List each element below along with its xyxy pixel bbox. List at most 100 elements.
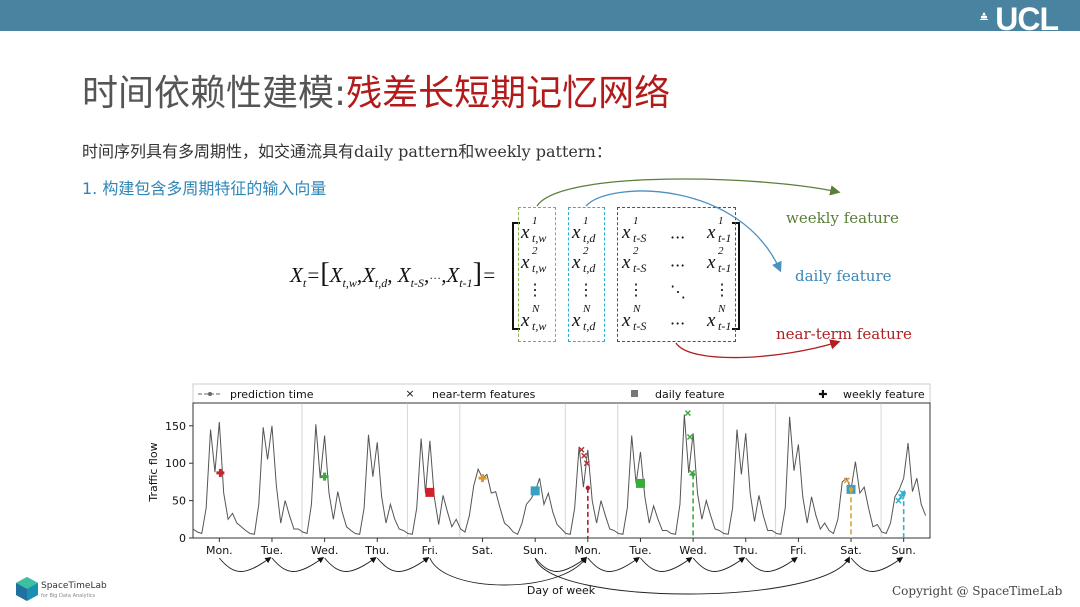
cell-superscript: 1 [583,215,589,227]
title-topic: 时间依赖性建模: [82,73,347,114]
matrix-cell-daily: x 2 t,d [572,245,595,275]
day-transition-arrow [534,556,850,595]
matrix-cell-near-last: x 1 t-1 [707,215,731,245]
day-transition-arrow [745,556,798,572]
matrix-cell-weekly: x 2 t,w [521,245,546,275]
eq-lhs-sub: t [302,276,307,291]
daily-feature-label: daily feature [795,267,892,285]
page-title: 时间依赖性建模:残差长短期记忆网络 [82,70,670,118]
weekly-feature-box [518,207,556,342]
near-term-feature-marker [578,446,585,453]
cell-superscript: N [718,303,726,315]
eq-term: X [446,263,460,287]
eq-term-sub: t,d [374,276,388,291]
x-axis-label: Day of week [527,584,596,597]
daily-feature-marker [530,486,540,496]
cell-subscript: t,d [583,319,596,333]
cell-subscript: t,d [583,261,596,275]
x-tick-label: Mon. [206,544,233,557]
x-tick-label: Wed. [679,544,706,557]
eq-term-sub: t-1 [459,276,473,291]
eq-lhs-symbol: X [290,263,303,287]
cell-subscript: t,w [532,261,547,275]
ucl-logo: UCL [980,3,1059,35]
y-tick-label: 100 [165,457,186,470]
horizontal-ellipsis: ··· [670,228,686,247]
day-transition-arrow [218,556,272,572]
cell-base: x [521,310,530,331]
cell-base: x [622,222,631,243]
cell-superscript: 1 [532,215,538,227]
cell-subscript: t,d [583,231,596,245]
cell-superscript: 2 [718,245,724,257]
cell-superscript: 2 [532,245,538,257]
near-term-feature-marker [843,477,850,484]
cell-subscript: t-1 [718,319,732,333]
legend-weekly-marker: ✚ [818,388,827,401]
legend-entry: prediction time [230,388,314,401]
cell-subscript: t,w [532,231,547,245]
near-term-feature-marker [686,434,693,441]
cell-subscript: t-1 [718,231,732,245]
ucl-dome-icon [980,12,989,20]
x-tick-label: Thu. [364,544,389,557]
daily-feature-marker [635,478,645,488]
day-transition-arrow [534,556,588,572]
traffic-flow-line [192,414,927,535]
title-method: 残差长短期记忆网络 [346,73,671,114]
header-bar [0,0,1080,31]
lab-subtitle: for Big Data Analytics [41,593,96,599]
y-tick-label: 50 [172,495,186,508]
matrix-right-bracket [732,222,740,330]
y-tick-label: 0 [179,532,186,545]
weekly-feature-label: weekly feature [786,209,899,227]
x-tick-label: Sun. [523,544,547,557]
cell-base: x [707,222,716,243]
cell-base: x [707,310,716,331]
cell-subscript: t-1 [718,261,732,275]
eq-term: X [329,263,343,287]
cell-base: x [572,310,581,331]
matrix-cell-weekly: x 1 t,w [521,215,546,245]
eq-term: X [362,263,375,287]
cell-base: x [707,252,716,273]
near-term-feature-marker [581,452,588,459]
cell-base: x [521,252,530,273]
near-term-feature-label: near-term feature [776,325,912,343]
x-tick-label: Tue. [628,544,651,557]
cell-base: x [572,222,581,243]
daily-arrow [585,190,782,273]
eq-ellipsis: ··· [429,271,442,285]
cell-superscript: 1 [633,215,639,227]
cell-superscript: 1 [718,215,724,227]
day-transition-arrow [692,556,746,572]
horizontal-ellipsis: ··· [670,314,686,333]
x-tick-label: Fri. [790,544,807,557]
matrix-cell-near-last: x 2 t-1 [707,245,731,275]
intro-text: 时间序列具有多周期性，如交通流具有daily pattern和weekly pa… [82,142,612,161]
x-tick-label: Thu. [733,544,758,557]
near-term-feature-marker [895,497,902,504]
day-transition-arrow [429,556,587,586]
y-axis-label: Traffic flow [147,442,160,502]
x-tick-label: Sat. [472,544,494,557]
cell-subscript: t-S [633,231,647,245]
cell-subscript: t,w [532,319,547,333]
vertical-ellipsis: ⋮ [628,280,644,299]
cell-superscript: N [532,303,540,315]
legend-entry: weekly feature [843,388,925,401]
day-transition-arrow [324,556,377,572]
daily-feature-marker [425,487,435,497]
x-tick-label: Fri. [422,544,439,557]
eq-term: X [397,263,411,287]
x-tick-label: Sat. [840,544,862,557]
near-term-feature-marker [898,493,905,500]
horizontal-ellipsis: ··· [670,256,686,275]
day-transition-arrow [640,556,693,572]
matrix-cell-daily: x 1 t,d [572,215,595,245]
matrix-cell-near-first: x 2 t-S [622,245,646,275]
near-term-feature-box [617,207,736,342]
